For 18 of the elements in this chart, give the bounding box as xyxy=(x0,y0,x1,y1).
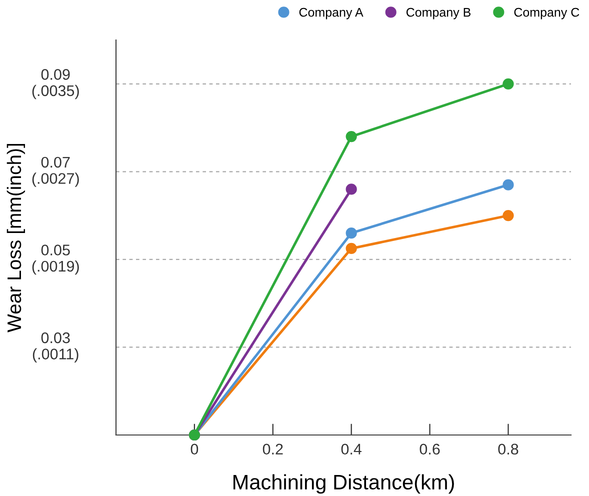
legend-label: Company A xyxy=(299,8,364,20)
y-tick-label: 0.07 xyxy=(41,156,70,168)
legend-label: Company C xyxy=(514,8,580,20)
y-tick-label: 0.03 xyxy=(41,332,70,344)
y2-tick-label: (.0035) xyxy=(32,84,79,100)
x-tick-label: 0 xyxy=(190,444,198,455)
y2-tick-label: (.0011) xyxy=(32,348,78,362)
y2-tick-label: (.0019) xyxy=(32,260,79,275)
y-tick-label: 0.05 xyxy=(41,244,70,256)
x-tick-label: 0.8 xyxy=(498,444,518,455)
x-tick-label: 0.6 xyxy=(420,444,440,455)
y-tick-label: 0.09 xyxy=(41,69,70,80)
x-axis-title: Machining Distance(km) xyxy=(233,474,454,494)
y-axis-title: Wear Loss [mm(inch)] xyxy=(6,144,25,332)
legend-label: Company B xyxy=(406,8,470,20)
x-tick-label: 0.4 xyxy=(341,444,362,455)
x-tick-label: 0.2 xyxy=(262,444,283,455)
y2-tick-label: (.0027) xyxy=(32,172,79,187)
